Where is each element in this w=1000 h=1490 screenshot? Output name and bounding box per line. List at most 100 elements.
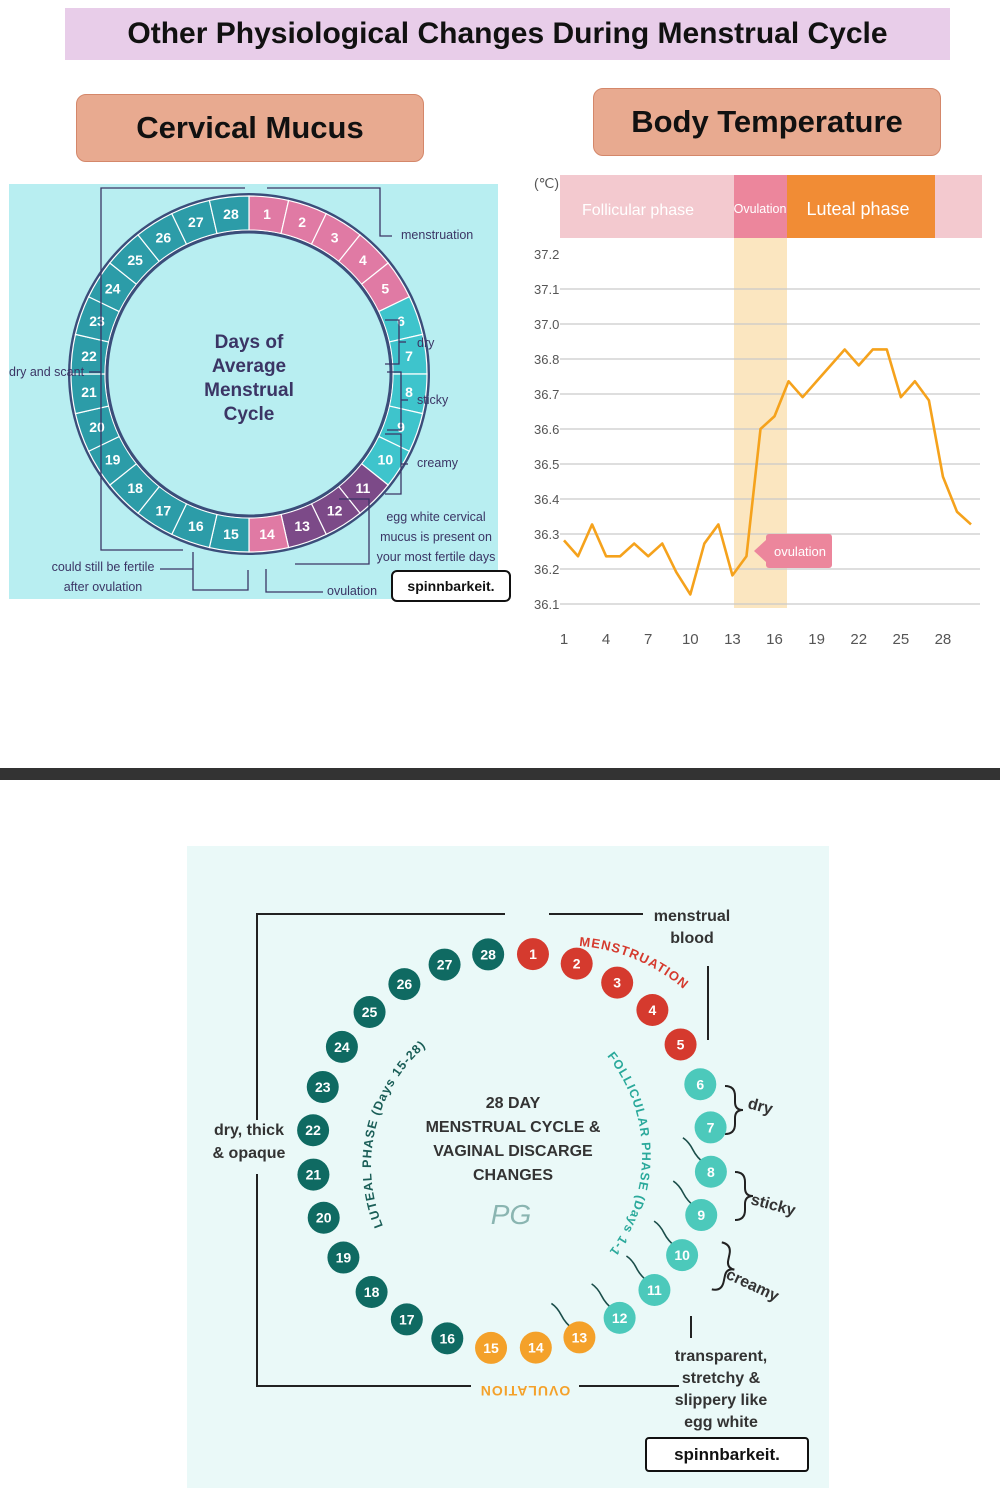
day-number: 1 bbox=[263, 206, 271, 222]
day-number: 10 bbox=[674, 1247, 690, 1263]
day-dot bbox=[666, 1239, 699, 1272]
dry-thick-label: & opaque bbox=[213, 1145, 286, 1162]
sticky-label: sticky bbox=[417, 393, 449, 407]
ovulation-label: ovulation bbox=[327, 584, 377, 598]
day-number: 3 bbox=[613, 975, 621, 991]
post-luteal-band bbox=[935, 175, 982, 238]
egg-white-label: your most fertile days bbox=[377, 550, 496, 564]
day-number: 5 bbox=[677, 1036, 685, 1052]
day-number: 12 bbox=[327, 502, 343, 518]
day-number: 11 bbox=[355, 480, 370, 496]
day-number: 28 bbox=[223, 206, 239, 222]
brand-watermark: spinnbarkeit. bbox=[391, 570, 511, 602]
follicular-phase-label: Follicular phase bbox=[582, 202, 694, 219]
temperature-chart: (℃) Follicular phase Ovulation Luteal ph… bbox=[534, 175, 982, 648]
center-text-line: MENSTRUAL CYCLE & bbox=[426, 1119, 601, 1136]
ovulation-tag: ovulation bbox=[754, 534, 832, 568]
day-dot bbox=[307, 1201, 340, 1234]
day-number: 17 bbox=[399, 1311, 415, 1327]
day-number: 18 bbox=[364, 1284, 380, 1300]
day-number: 13 bbox=[572, 1329, 588, 1345]
day-number: 25 bbox=[127, 252, 143, 268]
day-dot bbox=[428, 948, 461, 981]
temperature-line bbox=[563, 348, 972, 596]
day-dot bbox=[325, 1030, 358, 1063]
day-dot bbox=[472, 938, 505, 971]
day-number: 19 bbox=[105, 452, 121, 468]
day-number: 10 bbox=[378, 452, 394, 468]
y-tick-label: 37.1 bbox=[534, 282, 559, 297]
day-number: 6 bbox=[397, 313, 405, 329]
unit-label: (℃) bbox=[534, 175, 559, 191]
creamy-label: creamy bbox=[417, 456, 459, 470]
day-dot bbox=[636, 993, 669, 1026]
day-number: 16 bbox=[440, 1330, 456, 1346]
ovulation-phase-label: Ovulation bbox=[734, 202, 787, 216]
day-number: 7 bbox=[405, 348, 413, 364]
day-dot bbox=[601, 966, 634, 999]
y-tick-label: 36.1 bbox=[534, 597, 559, 612]
day-dot bbox=[603, 1301, 636, 1334]
transparent-label: slippery like bbox=[675, 1392, 768, 1409]
day-number: 24 bbox=[105, 280, 121, 296]
y-tick-labels: 37.2 37.1 37.0 36.8 36.7 36.6 36.5 36.4 36.3 36.2… bbox=[534, 247, 559, 612]
y-tick-label: 37.0 bbox=[534, 317, 559, 332]
day-dot bbox=[563, 1321, 596, 1354]
day-number: 1 bbox=[529, 946, 537, 962]
x-tick-label: 4 bbox=[602, 631, 610, 648]
day-dot bbox=[297, 1114, 330, 1147]
day-number: 2 bbox=[298, 214, 306, 230]
day-number: 8 bbox=[707, 1164, 715, 1180]
body-temperature-heading: Body Temperature bbox=[593, 88, 941, 156]
y-tick-label: 36.5 bbox=[534, 457, 559, 472]
day-number: 26 bbox=[397, 976, 413, 992]
day-number: 4 bbox=[359, 252, 367, 268]
brand-watermark: spinnbarkeit. bbox=[645, 1437, 809, 1472]
day-number: 3 bbox=[331, 230, 339, 246]
dry-label: dry bbox=[746, 1095, 775, 1118]
day-dot bbox=[388, 968, 421, 1001]
day-dot bbox=[327, 1241, 360, 1274]
day-number: 17 bbox=[156, 502, 172, 518]
day-number: 26 bbox=[156, 230, 172, 246]
day-number: 6 bbox=[696, 1076, 704, 1092]
x-tick-label: 1 bbox=[560, 631, 568, 648]
grid-lines bbox=[560, 288, 980, 605]
x-tick-label: 7 bbox=[644, 631, 652, 648]
ovulation-phase-band bbox=[734, 175, 787, 238]
transparent-label: egg white bbox=[684, 1414, 758, 1431]
day-dot bbox=[684, 1068, 717, 1101]
bracket-lines bbox=[256, 913, 754, 1387]
y-tick-label: 36.4 bbox=[534, 492, 559, 507]
day-number: 21 bbox=[81, 384, 97, 400]
dry-thick-label: dry, thick bbox=[214, 1122, 284, 1139]
day-segment bbox=[208, 195, 250, 235]
day-number: 11 bbox=[647, 1282, 662, 1298]
y-tick-label: 37.2 bbox=[534, 247, 559, 262]
day-dot bbox=[519, 1331, 552, 1364]
day-dot bbox=[664, 1028, 697, 1061]
luteal-phase-label: Luteal phase bbox=[806, 199, 909, 219]
day-number: 19 bbox=[336, 1250, 352, 1266]
day-dot bbox=[353, 996, 386, 1029]
page-title: Other Physiological Changes During Menst… bbox=[65, 8, 950, 60]
x-tick-label: 25 bbox=[892, 631, 909, 648]
cervical-mucus-heading: Cervical Mucus bbox=[76, 94, 424, 162]
day-dot bbox=[390, 1303, 423, 1336]
ovulation-arc-label: OVULATION bbox=[480, 1383, 570, 1399]
day-number: 7 bbox=[707, 1119, 715, 1135]
day-number: 8 bbox=[405, 384, 413, 400]
day-number: 21 bbox=[306, 1167, 322, 1183]
follicular-phase-band bbox=[560, 175, 734, 238]
y-tick-label: 36.6 bbox=[534, 422, 559, 437]
day-number: 27 bbox=[188, 214, 204, 230]
dry-label: dry bbox=[417, 336, 435, 350]
day-number: 12 bbox=[612, 1310, 628, 1326]
day-dot bbox=[306, 1070, 339, 1103]
day-dot bbox=[431, 1322, 464, 1355]
signature-icon: PG bbox=[491, 1199, 531, 1230]
center-text-line: 28 DAY bbox=[486, 1095, 541, 1112]
egg-white-label: mucus is present on bbox=[380, 530, 492, 544]
menstrual-blood-label: menstrual bbox=[654, 908, 730, 925]
day-number: 2 bbox=[573, 956, 581, 972]
